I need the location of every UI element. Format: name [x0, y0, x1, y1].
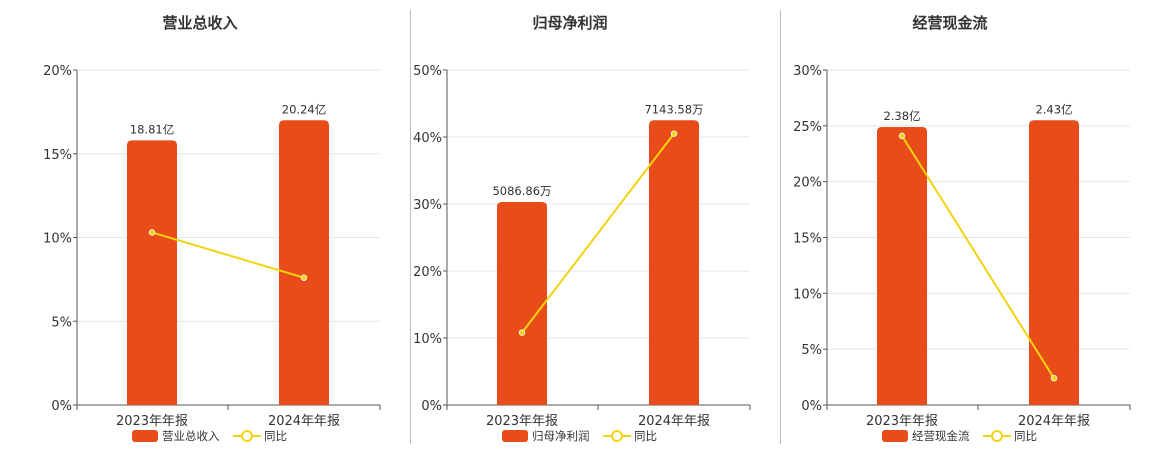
y-tick-label: 30%: [793, 64, 822, 79]
legend-swatch-marker: [611, 430, 623, 442]
bar-value-label: 7143.58万: [644, 102, 703, 116]
chart-title: 营业总收入: [162, 14, 238, 32]
legend-swatch-marker: [991, 430, 1003, 442]
chart-title: 经营现金流: [912, 14, 988, 32]
line-point: [148, 229, 156, 236]
series-line: [151, 231, 305, 279]
y-tick-label: 10%: [793, 287, 822, 302]
y-tick-label: 10%: [413, 332, 442, 347]
bar-value-label: 20.24亿: [282, 102, 326, 116]
chart-svg-cashflow: 0% 5% 10% 15% 20% 25% 30% 2.38亿 2.43亿 2023年年报 2024…: [793, 64, 1131, 443]
chart-svg-revenue: 0% 5% 10% 15% 20% 18.81亿 20.24亿 2023年年报 2024年年报营…: [43, 64, 381, 443]
bar-value-label: 5086.86万: [492, 184, 551, 198]
x-tick-label: 2024年年报: [638, 414, 710, 429]
line-point: [898, 132, 906, 140]
y-tick-label: 5%: [801, 343, 822, 358]
legend-label: 经营现金流: [912, 429, 970, 443]
bar: [877, 126, 927, 405]
x-tick-label: 2023年年报: [866, 414, 938, 429]
line-point: [1050, 375, 1058, 382]
y-tick-label: 15%: [793, 232, 822, 247]
x-tick-label: 2023年年报: [116, 414, 188, 429]
x-tick-label: 2023年年报: [486, 414, 558, 429]
y-tick-label: 10%: [43, 232, 72, 247]
chart-svg-net-profit: 0% 10% 20% 30% 40% 50% 5086.86万 7143.58万 2023年年报…: [413, 64, 751, 443]
chart-panel-cashflow: 经营现金流 0% 5% 10% 15% 20% 25% 30% 2.38亿 2.43亿 2023年…: [750, 0, 1150, 450]
y-tick-label: 5%: [51, 315, 72, 330]
line-point: [670, 130, 678, 137]
bar: [279, 120, 329, 405]
legend-swatch-bar: [502, 430, 528, 442]
y-tick-label: 20%: [413, 265, 442, 280]
legend-label: 营业总收入: [162, 429, 220, 443]
bar: [127, 140, 177, 405]
chart-panel-revenue: 营业总收入 0% 5% 10% 15% 20% 18.81亿 20.24亿 2023年年报 20…: [0, 0, 400, 450]
panel-divider: [410, 10, 411, 444]
panel-divider: [780, 10, 781, 444]
bar: [497, 201, 547, 405]
y-tick-label: 30%: [413, 198, 442, 213]
bar-value-label: 2.43亿: [1035, 102, 1072, 116]
series-line: [901, 135, 1055, 379]
legend-swatch-bar: [882, 430, 908, 442]
line-point: [300, 274, 308, 281]
y-tick-label: 15%: [43, 148, 72, 163]
line-point: [518, 329, 526, 336]
y-tick-label: 0%: [421, 399, 442, 414]
legend-swatch-bar: [132, 430, 158, 442]
y-tick-label: 40%: [413, 131, 442, 146]
bar-value-label: 18.81亿: [130, 122, 174, 136]
x-tick-label: 2024年年报: [1018, 414, 1090, 429]
bar: [649, 120, 699, 405]
y-tick-label: 50%: [413, 64, 442, 79]
series-line: [521, 133, 675, 334]
legend-label: 归母净利润: [532, 429, 590, 443]
y-tick-label: 20%: [793, 176, 822, 191]
legend-label: 同比: [264, 429, 287, 443]
x-tick-label: 2024年年报: [268, 414, 340, 429]
y-tick-label: 0%: [801, 399, 822, 414]
y-tick-label: 0%: [51, 399, 72, 414]
chart-panel-net-profit: 归母净利润 0% 10% 20% 30% 40% 50% 5086.86万 7143.58万 2…: [370, 0, 770, 450]
y-tick-label: 20%: [43, 64, 72, 79]
legend-label: 同比: [1014, 429, 1037, 443]
legend-label: 同比: [634, 429, 657, 443]
y-tick-label: 25%: [793, 120, 822, 135]
chart-title: 归母净利润: [532, 14, 608, 32]
bar: [1029, 120, 1079, 405]
legend-swatch-marker: [241, 430, 253, 442]
bar-value-label: 2.38亿: [883, 109, 920, 123]
